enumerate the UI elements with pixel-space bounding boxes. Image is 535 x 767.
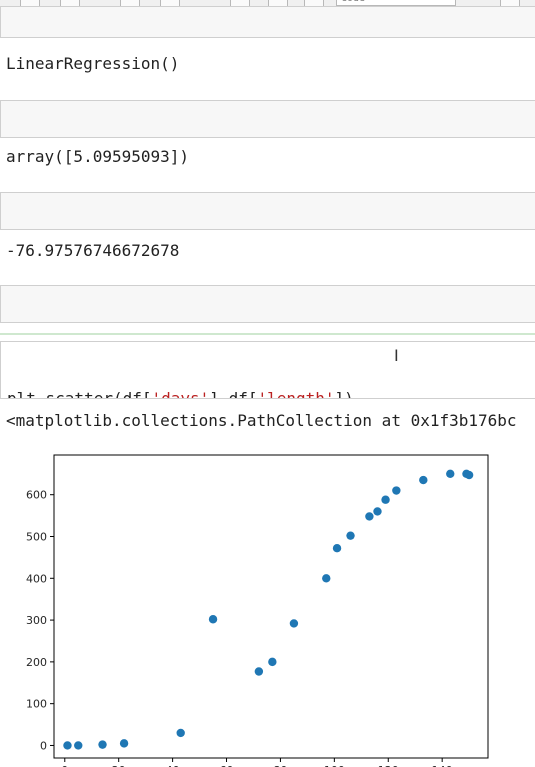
scatter-point (373, 507, 382, 516)
y-axis: 0 100 200 300 400 500 600 (26, 489, 54, 752)
scatter-point (332, 543, 342, 553)
cell-output-fit: LinearRegression() (6, 54, 180, 73)
x-tick-label: 80 (273, 764, 287, 767)
scatter-point (208, 615, 218, 624)
y-tick-label: 300 (26, 614, 47, 627)
cell-output-plot: <matplotlib.collections.PathCollection a… (6, 411, 517, 430)
scatter-point (74, 741, 83, 750)
plot-area (53, 454, 489, 759)
code-cell-coef[interactable]: lr.coef_ (0, 100, 535, 138)
y-tick-label: 200 (26, 656, 47, 669)
scatter-chart: 0 20 40 60 80 100 120 140 0 100 200 300 400 500 600 (0, 440, 535, 767)
x-tick-label: 100 (324, 764, 345, 767)
code-line: plt.scatter(df['days'],df['length']) (7, 389, 529, 399)
y-tick-label: 600 (26, 489, 47, 502)
text-cursor-icon: I (394, 346, 399, 365)
x-tick-label: 120 (378, 764, 399, 767)
scatter-point (176, 728, 185, 738)
cell-type-select[interactable]: Code (336, 0, 456, 6)
x-tick-label: 140 (432, 764, 453, 767)
x-axis: 0 20 40 60 80 100 120 140 (61, 758, 453, 767)
y-tick-label: 0 (40, 739, 47, 752)
scatter-point (119, 739, 129, 748)
scatter-point (322, 574, 331, 583)
cell-output-coef: array([5.09595093]) (6, 147, 190, 166)
x-tick-label: 60 (220, 764, 234, 767)
cell-separator (0, 333, 535, 335)
code-cell-intercept[interactable]: lr.intercept_ (0, 192, 535, 230)
scatter-point (346, 531, 355, 540)
scatter-point (381, 495, 390, 504)
string-token: 'days' (151, 389, 210, 399)
y-tick-label: 100 (26, 698, 47, 711)
scatter-point (419, 475, 428, 485)
scatter-point (464, 470, 474, 480)
code-cell-fit[interactable]: lr.fit(df['days'].values.reshape(-1,1),d… (0, 6, 535, 38)
y-tick-label: 400 (26, 572, 47, 585)
x-tick-label: 40 (166, 764, 180, 767)
scatter-point (63, 741, 72, 750)
y-tick-label: 500 (26, 530, 47, 543)
x-tick-label: 0 (61, 764, 68, 767)
scatter-point (446, 469, 455, 479)
scatter-point (268, 657, 277, 667)
scatter-points (63, 469, 474, 750)
string-token: 'length' (257, 389, 335, 399)
scatter-point (289, 619, 299, 628)
scatter-point (365, 512, 374, 521)
code-cell-predict[interactable]: preds = lr.predict(df['days'].values.res… (0, 285, 535, 323)
code-token: ]) (334, 389, 354, 399)
code-cell-plot[interactable]: plt.scatter(df['days'],df['length']) plt… (0, 341, 535, 399)
cell-output-intercept: -76.97576746672678 (6, 241, 180, 260)
x-tick-label: 20 (112, 764, 126, 767)
code-token: plt.scatter(df[ (7, 389, 152, 399)
code-token: ],df[ (209, 389, 258, 399)
scatter-point (254, 667, 264, 676)
scatter-point (98, 740, 107, 749)
scatter-point (392, 486, 401, 495)
